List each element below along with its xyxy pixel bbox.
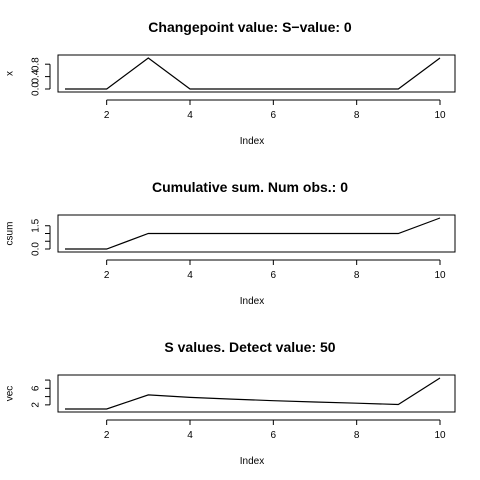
chart-1-y-tick-label: 0.8 <box>31 57 42 71</box>
chart-2-x-tick-label: 10 <box>434 270 446 281</box>
chart-3-x-tick-label: 2 <box>104 430 110 441</box>
chart-1-y-tick-label: 0.0 <box>31 82 42 96</box>
chart-1-y-axis-label: x <box>5 71 16 76</box>
chart-3-y-tick-label: 6 <box>31 385 42 391</box>
chart-2-x-tick-label: 4 <box>187 270 193 281</box>
chart-3-y-tick-label: 2 <box>31 402 42 408</box>
chart-1-x-axis-label: Index <box>240 136 264 147</box>
chart-2-y-tick-label: 0.0 <box>31 242 42 256</box>
chart-3-plot-frame <box>57 374 456 413</box>
chart-2-x-tick-label: 8 <box>354 270 360 281</box>
chart-1-y-tick-label: 0.4 <box>31 69 42 83</box>
chart-1-x-tick-label: 4 <box>187 110 193 121</box>
chart-3-x-tick-label: 10 <box>434 430 446 441</box>
chart-1-series-line <box>65 57 441 90</box>
chart-2-x-axis-label: Index <box>240 296 264 307</box>
chart-2-y-axis-label: csum <box>5 222 16 246</box>
chart-2-series-line <box>65 217 441 250</box>
chart-2-y-tick-label: 1.5 <box>31 218 42 232</box>
chart-2-x-tick-label: 2 <box>104 270 110 281</box>
chart-2-x-tick-label: 6 <box>271 270 277 281</box>
chart-1-x-tick-label: 10 <box>434 110 446 121</box>
chart-3-y-axis-label: vec <box>5 386 16 402</box>
chart-1-x-tick-label: 8 <box>354 110 360 121</box>
chart-3-x-tick-label: 8 <box>354 430 360 441</box>
chart-2-title: Cumulative sum. Num obs.: 0 <box>152 179 348 195</box>
chart-1-plot-frame <box>57 54 456 93</box>
chart-3-title: S values. Detect value: 50 <box>164 339 335 355</box>
chart-3-x-tick-label: 4 <box>187 430 193 441</box>
chart-3-series-line <box>65 377 441 410</box>
chart-1-x-tick-label: 6 <box>271 110 277 121</box>
chart-1-x-tick-label: 2 <box>104 110 110 121</box>
chart-2-plot-frame <box>57 214 456 253</box>
chart-3-x-tick-label: 6 <box>271 430 277 441</box>
chart-1-title: Changepoint value: S−value: 0 <box>148 19 352 35</box>
chart-3-x-axis-label: Index <box>240 456 264 467</box>
